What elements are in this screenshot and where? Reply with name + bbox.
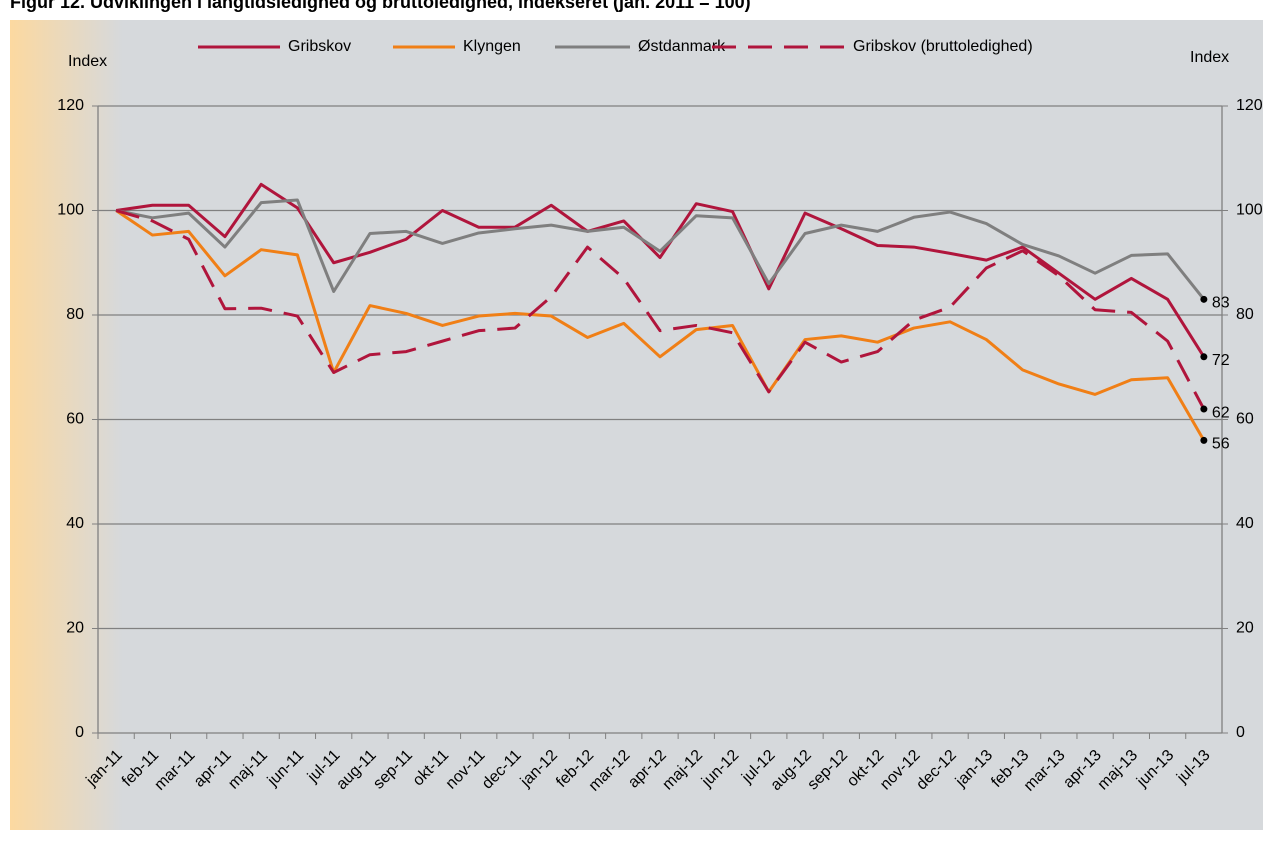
series-line <box>115 209 1206 410</box>
legend-label: Østdanmark <box>638 38 726 55</box>
y2-tick-label: 120 <box>1236 97 1263 114</box>
series-line <box>115 209 1206 442</box>
y2-tick-label: 60 <box>1236 411 1254 428</box>
end-value-label: 83 <box>1212 295 1230 312</box>
chart-title: Figur 12. Udviklingen i langtidsledighed… <box>10 0 751 12</box>
legend-label: Gribskov <box>288 38 351 55</box>
y-tick-label: 60 <box>66 411 84 428</box>
series-line <box>115 182 1206 358</box>
end-value-label: 56 <box>1212 436 1230 453</box>
y2-tick-label: 0 <box>1236 724 1245 741</box>
y2-tick-label: 80 <box>1236 306 1254 323</box>
y-tick-label: 100 <box>57 202 84 219</box>
series-line <box>115 198 1206 301</box>
end-dot <box>1200 295 1208 303</box>
y-tick-label: 80 <box>66 306 84 323</box>
y-tick-label: 20 <box>66 620 84 637</box>
y-axis-label: Index <box>68 53 107 70</box>
end-value-label: 72 <box>1212 352 1230 369</box>
y2-tick-label: 100 <box>1236 202 1263 219</box>
end-dot <box>1200 353 1208 361</box>
end-dot <box>1200 405 1208 413</box>
y2-axis-label: Index <box>1190 49 1229 66</box>
y2-tick-label: 40 <box>1236 515 1254 532</box>
legend-label: Klyngen <box>463 38 521 55</box>
end-dot <box>1200 436 1208 444</box>
end-value-label: 62 <box>1212 404 1230 421</box>
legend-label: Gribskov (bruttoledighed) <box>853 38 1033 55</box>
y-tick-label: 120 <box>57 97 84 114</box>
chart-background <box>10 20 1263 830</box>
y-tick-label: 40 <box>66 515 84 532</box>
y2-tick-label: 20 <box>1236 620 1254 637</box>
y-tick-label: 0 <box>75 724 84 741</box>
